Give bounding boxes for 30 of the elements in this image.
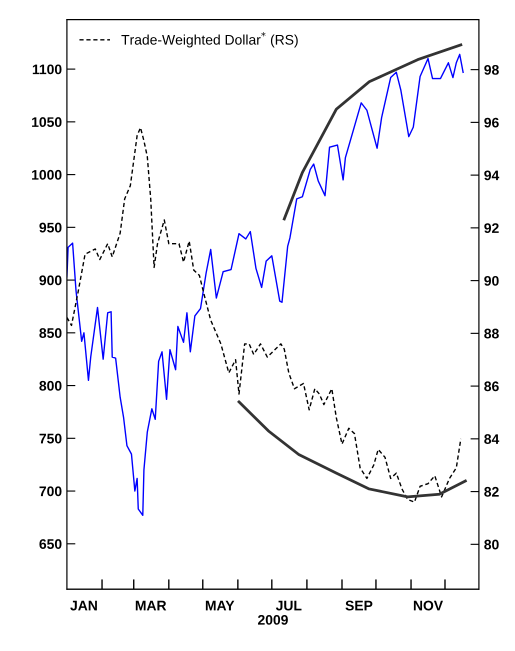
y2-tick-label: 96 — [484, 118, 499, 128]
line-series — [238, 400, 467, 498]
x-tick-label: MAR — [136, 600, 166, 610]
y2-tick-label: 98 — [484, 64, 499, 75]
y2-tick-label: 80 — [484, 540, 499, 550]
y-tick-label: 800 — [39, 380, 62, 391]
y2-tick-label: 92 — [484, 223, 499, 234]
legend-label: Trade-Weighted Dollar$^{*}$ (RS) — [121, 32, 298, 48]
y-tick-label: 1000 — [32, 170, 62, 180]
y2-tick-label: 86 — [484, 381, 499, 392]
y2-tick-label: 90 — [484, 276, 499, 286]
y-tick-label: 700 — [40, 486, 62, 496]
y-tick-label: 900 — [39, 275, 62, 286]
x-axis-title: 2009 — [258, 614, 288, 625]
y-tick-label: 1050 — [32, 117, 62, 128]
y-tick-label: 1100 — [32, 64, 62, 74]
x-tick-label: JUL — [276, 600, 302, 610]
x-tick-label: JAN — [70, 600, 97, 610]
y-tick-label: 750 — [40, 434, 62, 444]
x-tick-label: MAY — [206, 600, 234, 610]
x-tick-label: SEP — [345, 600, 372, 610]
y2-tick-label: 88 — [484, 328, 499, 339]
y-tick-label: 650 — [39, 539, 62, 549]
y-tick-label: 950 — [39, 222, 62, 233]
y-tick-label: 850 — [39, 328, 62, 338]
y2-tick-label: 82 — [484, 486, 499, 497]
x-tick-label: NOV — [414, 600, 443, 610]
y2-tick-label: 94 — [484, 170, 500, 180]
line-series — [66, 54, 464, 516]
y2-tick-label: 84 — [484, 434, 500, 444]
